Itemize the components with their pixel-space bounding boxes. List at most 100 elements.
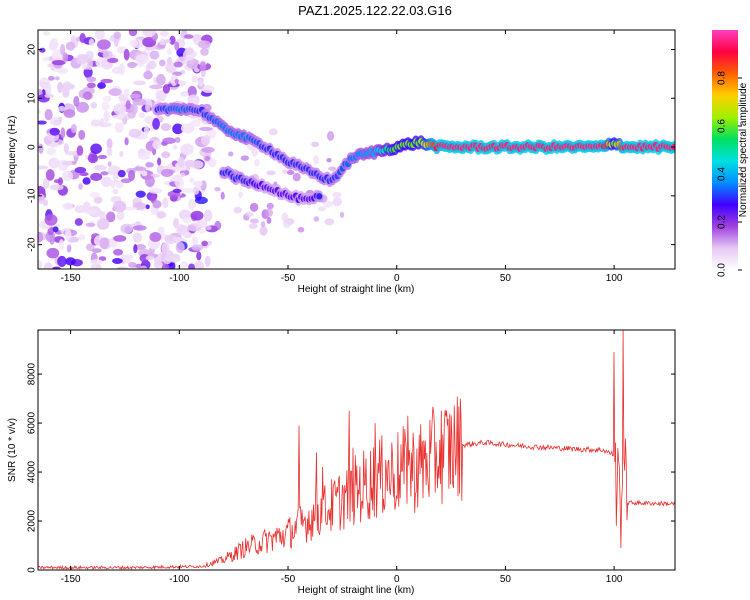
- spectrogram-noise-blob: [84, 209, 98, 215]
- spectrogram-noise-blob: [133, 243, 138, 254]
- spectrogram-noise-blob: [202, 85, 215, 94]
- spectrogram-noise-blob: [111, 114, 125, 119]
- spectrogram-noise-blob: [133, 80, 147, 86]
- spectrogram-noise-blob: [177, 156, 185, 169]
- spectrogram-noise-blob: [155, 89, 167, 102]
- spectrogram-noise-blob: [156, 74, 166, 86]
- spectrogram-noise-blob: [148, 187, 163, 194]
- spectrogram-noise-blob: [105, 211, 116, 223]
- spectrogram-noise-blob: [152, 140, 162, 150]
- spectrogram-noise-blob: [193, 260, 205, 269]
- spectrogram-noise-blob: [159, 31, 170, 37]
- spectrogram-noise-blob: [145, 255, 155, 261]
- spectrogram-y-tick-label: 10: [27, 92, 38, 104]
- spectrogram-noise-blob: [89, 259, 103, 265]
- spectrogram-noise-blob: [124, 137, 129, 146]
- spectrogram-noise-blob: [248, 223, 258, 230]
- spectrogram-noise-blob: [199, 61, 207, 72]
- snr-panel: -150 -100 -50 0 50 100 0 2000 4000 6000 8000 Heig…: [7, 329, 676, 596]
- spectrogram-x-tick-label: -50: [281, 273, 296, 284]
- spectrogram-noise-blob: [266, 170, 276, 176]
- spectrogram-noise-blob: [38, 165, 49, 170]
- spectrogram-noise-blob: [97, 39, 111, 50]
- spectrogram-noise-blob: [66, 244, 72, 253]
- spectrogram-noise-blob: [137, 152, 151, 160]
- spectrogram-noise-blob: [76, 145, 84, 156]
- spectrogram-noise-blob: [49, 127, 60, 136]
- spectrogram-noise-blob: [187, 198, 196, 211]
- spectrogram-noise-blob: [87, 58, 93, 71]
- spectrogram-noise-blob: [173, 61, 183, 68]
- snr-series-line: [38, 330, 675, 570]
- spectrogram-noise-blob: [61, 160, 76, 166]
- spectrogram-noise-blob: [132, 98, 147, 106]
- spectrogram-noise-blob: [172, 123, 184, 135]
- spectrogram-secondary-branch-core: [316, 193, 323, 200]
- spectrogram-noise-blob: [58, 239, 65, 250]
- spectrogram-noise-blob: [102, 95, 112, 102]
- spectrogram-noise-blob: [297, 226, 305, 233]
- spectrogram-noise-blob: [71, 160, 77, 165]
- spectrogram-noise-blob: [108, 88, 122, 97]
- spectrogram-noise-blob: [123, 48, 130, 61]
- snr-x-tick-label: -50: [281, 574, 296, 585]
- spectrogram-noise-blob: [169, 35, 176, 45]
- spectrogram-noise-blob: [113, 103, 127, 115]
- spectrogram-noise-blob: [196, 251, 202, 261]
- spectrogram-noise-blob: [58, 105, 66, 112]
- spectrogram-noise-blob: [38, 231, 44, 243]
- spectrogram-noise-blob: [152, 200, 162, 209]
- spectrogram-noise-blob: [44, 214, 58, 226]
- spectrogram-noise-blob: [128, 262, 137, 268]
- spectrogram-noise-blob: [90, 172, 103, 181]
- snr-y-axis: 0 2000 4000 6000 8000: [27, 363, 675, 573]
- colorbar-label: Normalized spectral amplitude: [738, 82, 749, 217]
- spectrogram-noise-blob: [249, 218, 260, 224]
- spectrogram-noise-blob: [51, 266, 62, 269]
- spectrogram-noise-blob: [76, 101, 90, 113]
- spectrogram-noise-blob: [220, 191, 225, 200]
- spectrogram-noise-blob: [91, 248, 102, 253]
- spectrogram-noise-blob: [172, 236, 185, 242]
- spectrogram-noise-blob: [74, 218, 83, 226]
- spectrogram-noise-blob: [201, 240, 208, 247]
- spectrogram-noise-blob: [114, 122, 124, 133]
- spectrogram-noise-blob: [324, 218, 335, 226]
- spectrogram-noise-blob: [38, 143, 44, 154]
- spectrogram-noise-blob: [184, 47, 194, 56]
- spectrogram-noise-blob: [78, 183, 83, 190]
- spectrogram-noise-blob: [52, 66, 66, 73]
- spectrogram-noise-blob: [196, 218, 208, 228]
- spectrogram-noise-blob: [160, 123, 172, 131]
- spectrogram-noise-blob: [254, 158, 260, 167]
- spectrogram-noise-blob: [107, 165, 122, 176]
- spectrogram-noise-blob: [149, 50, 160, 60]
- spectrogram-noise-blob: [183, 34, 194, 39]
- spectrogram-x-tick-label: 0: [394, 273, 400, 284]
- spectrogram-noise-blob: [144, 125, 150, 135]
- spectrogram-noise-blob: [39, 47, 46, 53]
- spectrogram-noise-blob: [200, 47, 209, 56]
- spectrogram-noise-blob: [98, 122, 112, 128]
- spectrogram-noise-blob: [251, 147, 259, 157]
- spectrogram-noise-blob: [120, 223, 133, 234]
- snr-background: [38, 330, 675, 570]
- spectrogram-noise-blob: [140, 265, 148, 269]
- spectrogram-noise-blob: [144, 175, 155, 188]
- spectrogram-noise-blob: [65, 41, 76, 51]
- spectrogram-noise-blob: [180, 123, 195, 134]
- spectrogram-noise-blob: [119, 150, 124, 157]
- colorbar-tick-label: 0.6: [717, 119, 728, 133]
- snr-x-tick-label: 100: [606, 574, 623, 585]
- spectrogram-x-tick-label: 100: [606, 273, 623, 284]
- spectrogram-noise-blob: [78, 129, 86, 140]
- spectrogram-y-label: Frequency (Hz): [7, 116, 18, 185]
- spectrogram-noise-blob: [99, 237, 110, 250]
- spectrogram-noise-blob: [78, 234, 86, 241]
- spectrogram-noise-blob: [38, 109, 41, 115]
- spectrogram-noise-blob: [198, 126, 213, 131]
- spectrogram-noise-blob: [204, 255, 211, 267]
- spectrogram-noise-blob: [186, 58, 200, 69]
